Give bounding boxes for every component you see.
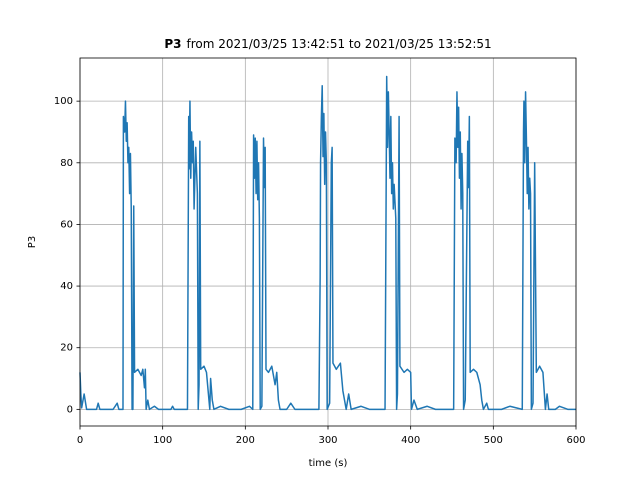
x-tick-label: 300 (318, 435, 337, 446)
x-axis-label: time (s) (309, 458, 348, 469)
x-tick-label: 200 (236, 435, 255, 446)
title-name: P3 (164, 37, 181, 51)
y-tick-label: 60 (60, 219, 73, 230)
x-tick-label: 600 (566, 435, 585, 446)
chart-title: P3 from 2021/03/25 13:42:51 to 2021/03/25… (164, 37, 491, 51)
y-tick-label: 40 (60, 281, 73, 292)
x-tick-label: 100 (153, 435, 172, 446)
y-tick-label: 100 (54, 96, 73, 107)
y-tick-label: 20 (60, 343, 73, 354)
y-axis-label: P3 (27, 236, 38, 248)
y-tick-label: 80 (60, 158, 73, 169)
x-tick-label: 400 (401, 435, 420, 446)
x-tick-label: 0 (77, 435, 83, 446)
plot-frame (79, 57, 577, 427)
line (79, 75, 576, 411)
x-tick-label: 500 (484, 435, 503, 446)
title-range: from 2021/03/25 13:42:51 to 2021/03/25 1… (186, 37, 491, 51)
y-tick-label: 0 (67, 404, 73, 415)
